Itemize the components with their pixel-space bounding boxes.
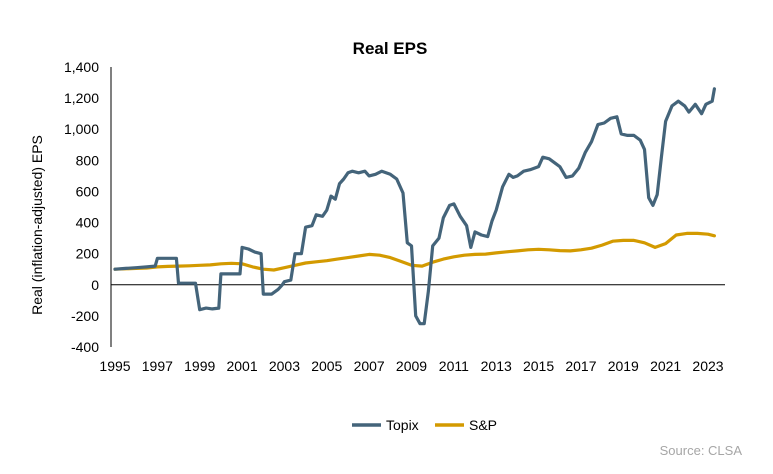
x-tick-label: 2023 [692, 358, 723, 374]
y-tick-label: 800 [76, 152, 100, 168]
x-tick-label: 1995 [99, 358, 130, 374]
y-tick-label: 0 [91, 277, 99, 293]
x-tick-label: 2005 [311, 358, 342, 374]
y-tick-label: 400 [76, 215, 100, 231]
x-tick-label: 2011 [439, 358, 469, 374]
x-tick-label: 2001 [226, 358, 257, 374]
x-tick-label: 2017 [565, 358, 596, 374]
chart-title: Real EPS [353, 39, 428, 58]
x-tick-label: 2015 [523, 358, 554, 374]
y-tick-label: 200 [76, 246, 100, 262]
x-tick-label: 2009 [396, 358, 427, 374]
series-lines [113, 87, 716, 326]
x-tick-labels: 1995 1997 1999 2001 2003 2005 2007 2009 2011 2013… [99, 358, 723, 374]
source-note: Source: CLSA [660, 443, 743, 458]
y-tick-label: 1,200 [64, 90, 99, 106]
x-tick-label: 2019 [608, 358, 639, 374]
x-tick-label: 1997 [142, 358, 173, 374]
x-tick-label: 2003 [269, 358, 300, 374]
y-tick-label: 1,000 [64, 121, 99, 137]
legend: Topix S&P [352, 417, 497, 433]
y-tick-label: -400 [71, 339, 99, 355]
y-axis-label: Real (inflation-adjusted) EPS [29, 135, 45, 315]
y-tick-labels: -400 -200 0 200 400 600 800 1,000 1,200 1,400 [64, 59, 99, 355]
x-tick-label: 2007 [354, 358, 385, 374]
y-tick-label: -200 [71, 308, 99, 324]
series-line-s-p [113, 231, 716, 272]
y-tick-label: 600 [76, 183, 100, 199]
legend-label: Topix [386, 417, 419, 433]
x-tick-label: 2021 [650, 358, 681, 374]
y-tick-label: 1,400 [64, 59, 99, 75]
x-tick-label: 1999 [184, 358, 215, 374]
series-line-topix [113, 87, 716, 326]
legend-label: S&P [469, 417, 497, 433]
x-tick-label: 2013 [481, 358, 512, 374]
